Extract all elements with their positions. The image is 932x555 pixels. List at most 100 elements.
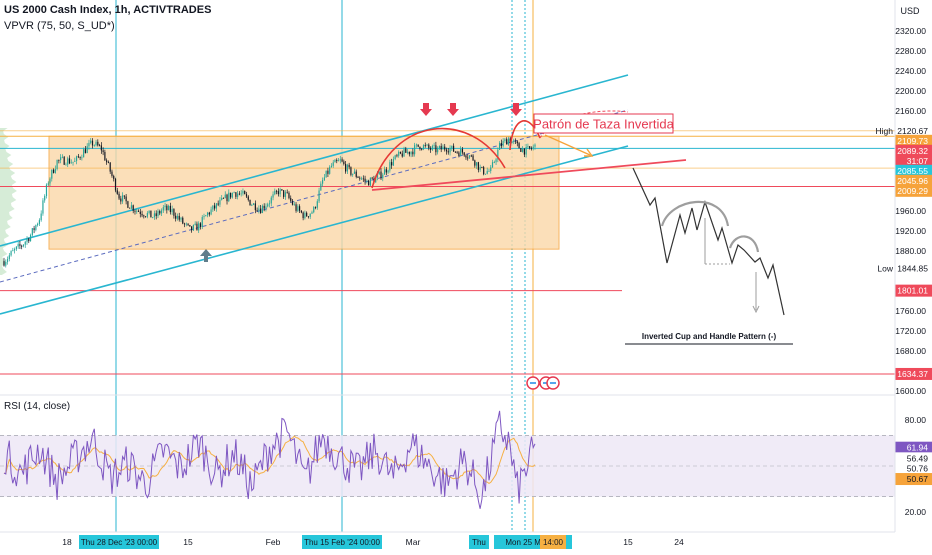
candle [47, 181, 49, 186]
candle-body [263, 205, 265, 209]
high-label: High [876, 126, 894, 136]
candle-body [405, 148, 407, 153]
candle [129, 207, 131, 209]
candle [159, 209, 161, 216]
candle-body [525, 146, 527, 155]
candle-body [435, 145, 437, 153]
candle-body [79, 157, 81, 159]
candle-body [410, 151, 412, 155]
candle [322, 177, 324, 187]
candle-body [145, 216, 147, 218]
candle [111, 169, 113, 178]
pattern-title[interactable]: Patrón de Taza Invertida [533, 117, 674, 132]
candle-body [196, 223, 198, 231]
candle [231, 192, 233, 199]
candle-body [8, 255, 10, 260]
candle-body [357, 176, 359, 178]
candle-body [90, 140, 92, 143]
candle [359, 176, 361, 181]
indicator-label[interactable]: VPVR (75, 50, S_UD*) [4, 20, 115, 32]
candle-body [417, 144, 419, 147]
candle-body [396, 155, 398, 157]
candle [72, 161, 74, 166]
candle [222, 197, 225, 199]
candle [334, 159, 336, 163]
price-tag [895, 262, 932, 275]
candle-body [284, 192, 287, 197]
candle-body [240, 193, 242, 195]
neckline[interactable] [371, 159, 687, 191]
candle-body [14, 249, 16, 251]
candle-body [106, 160, 108, 163]
candle [295, 202, 297, 213]
candle-body [380, 171, 382, 179]
channel-upper-line[interactable] [0, 74, 629, 247]
candle-body [491, 162, 494, 168]
candle-body [364, 178, 366, 182]
candle [329, 165, 331, 175]
candle [345, 160, 347, 174]
candle [251, 203, 253, 207]
candle-body [75, 156, 78, 161]
candle [113, 174, 115, 182]
candle [201, 215, 203, 230]
rsi-line[interactable] [3, 410, 536, 509]
candle-body [475, 162, 478, 166]
candle-body [61, 156, 64, 158]
candle [346, 163, 348, 175]
channel-lower-line[interactable] [0, 145, 629, 315]
candle [10, 250, 12, 257]
candle-body [83, 149, 85, 158]
candle [470, 154, 472, 158]
candle [28, 237, 30, 244]
candle-body [127, 201, 129, 208]
candle [173, 208, 175, 219]
candle-body [437, 148, 439, 153]
candle [389, 159, 391, 173]
candle [272, 191, 274, 201]
candle [477, 161, 479, 173]
candle [199, 222, 202, 230]
candle [506, 137, 508, 145]
candle-body [203, 216, 205, 218]
candle-body [382, 174, 384, 179]
price-tick-label: 2320.00 [895, 26, 926, 36]
time-highlight-label: Thu [472, 538, 486, 547]
candle [247, 195, 249, 202]
candle-body [159, 211, 161, 214]
candle-body [355, 171, 357, 177]
candle-body [283, 190, 285, 197]
candle [79, 156, 81, 161]
candle [465, 154, 467, 160]
candle-body [265, 206, 267, 209]
candle [371, 176, 373, 180]
candle-body [258, 208, 260, 211]
candle-body [86, 146, 88, 154]
cup-arc[interactable] [371, 127, 506, 189]
candle-body [306, 212, 308, 217]
candle-body [208, 212, 210, 215]
candle-body [171, 209, 173, 213]
candle [185, 222, 187, 227]
symbol-title[interactable]: US 2000 Cash Index, 1h, ACTIVTRADES [4, 4, 212, 16]
rsi-label[interactable]: RSI (14, close) [4, 401, 70, 412]
candle [396, 153, 398, 158]
candle [330, 163, 333, 168]
price-tick-label: 1600.00 [895, 386, 926, 396]
candle [74, 157, 76, 162]
candle [518, 141, 520, 149]
candle-body [337, 160, 340, 162]
candle-body [132, 205, 134, 211]
candle [245, 191, 248, 199]
candle [279, 187, 281, 197]
candle-body [219, 199, 221, 205]
candle [398, 150, 400, 158]
candle [357, 175, 359, 179]
candle-body [460, 149, 462, 156]
candle-body [345, 163, 347, 172]
candle [42, 198, 44, 216]
candle-body [314, 207, 317, 208]
candle [114, 177, 117, 193]
candle-body [221, 197, 223, 200]
